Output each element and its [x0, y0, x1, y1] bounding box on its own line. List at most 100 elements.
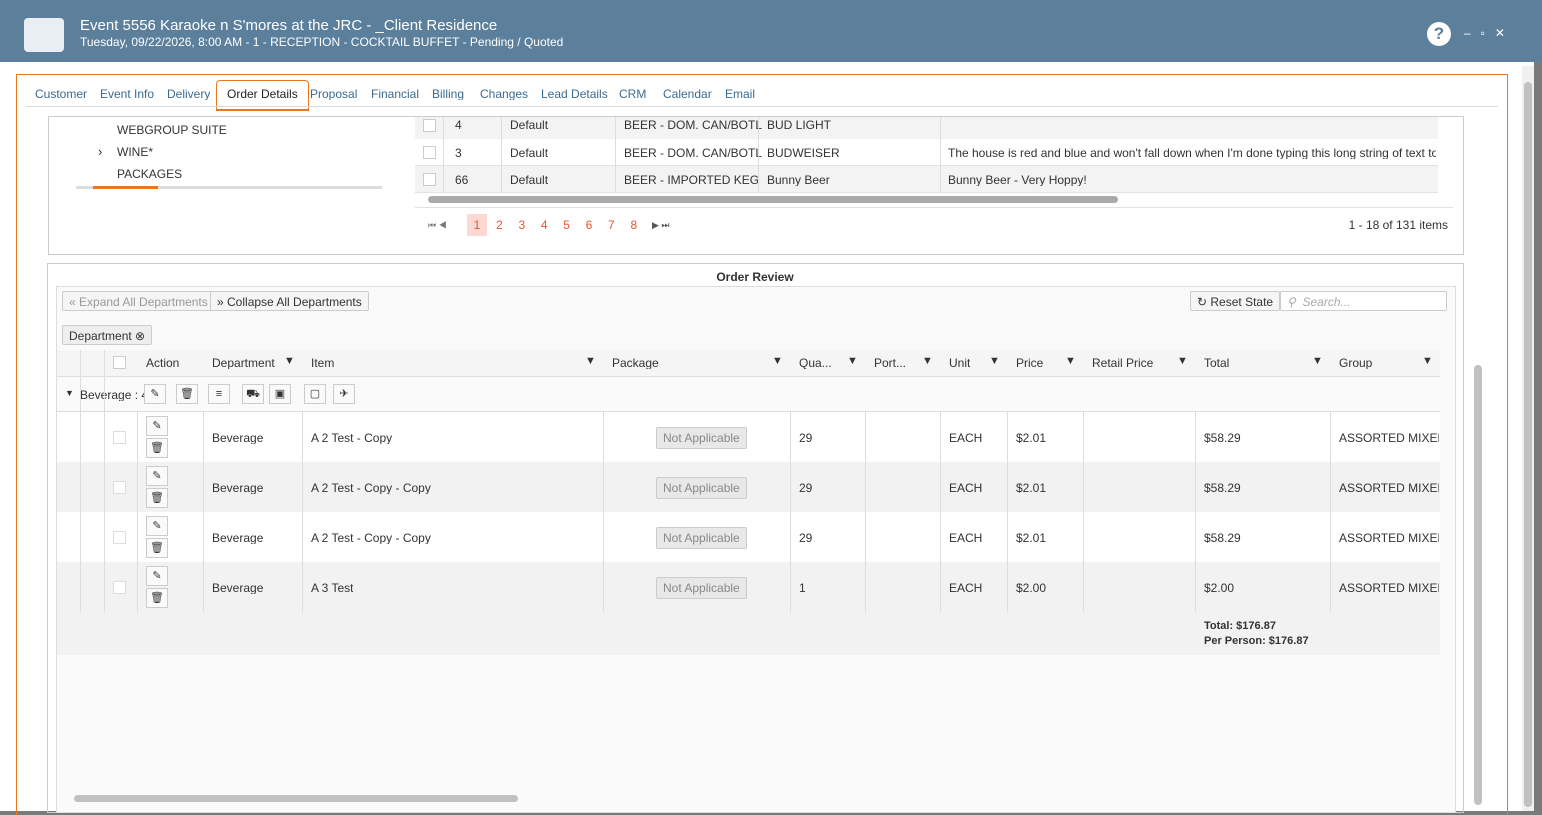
h-scrollbar — [74, 795, 518, 802]
group-action[interactable]: ▣ — [269, 384, 291, 404]
page-link[interactable]: 7 — [608, 218, 615, 232]
page-link[interactable]: 1 — [467, 214, 487, 236]
grid-cell: Default — [510, 174, 549, 186]
column-header[interactable]: Action — [146, 357, 180, 369]
delete-button[interactable]: 🗑 — [146, 438, 168, 458]
package-badge: Not Applicable — [656, 477, 747, 499]
column-header[interactable]: Qua... — [799, 357, 832, 369]
tab[interactable]: Order Details — [216, 80, 309, 111]
pager-nav[interactable]: ⏮ ◀ — [428, 221, 447, 230]
tab[interactable]: Calendar — [663, 88, 712, 100]
grid-cell: 66 — [455, 174, 469, 186]
column-header[interactable]: Group — [1339, 357, 1373, 369]
filter-icon[interactable]: ▼ — [922, 356, 933, 367]
row-checkbox[interactable] — [113, 481, 126, 494]
window-controls[interactable]: – ▫ ✕ — [1464, 26, 1505, 40]
delete-button[interactable]: 🗑 — [146, 538, 168, 558]
grid-cell: Default — [510, 119, 549, 131]
group-action[interactable]: ✈ — [333, 384, 355, 404]
column-header[interactable]: Department — [212, 357, 275, 369]
row-checkbox[interactable] — [113, 431, 126, 444]
tab[interactable]: Event Info — [100, 88, 155, 100]
col-line — [790, 412, 791, 612]
expand-all-button[interactable]: « Expand All Departments — [62, 291, 215, 311]
column-header[interactable]: Total — [1204, 357, 1230, 369]
expand-arrow[interactable]: › — [98, 145, 103, 158]
header-checkbox[interactable] — [113, 356, 126, 369]
group-action[interactable]: 🗑 — [176, 384, 198, 404]
group-action[interactable]: ⛟ — [242, 384, 264, 404]
row-checkbox[interactable] — [423, 119, 436, 132]
column-header[interactable]: Price — [1016, 357, 1044, 369]
column-header[interactable]: Item — [311, 357, 335, 369]
col-line — [443, 117, 444, 192]
tree-node[interactable]: WINE* — [117, 146, 153, 158]
filter-icon[interactable]: ▼ — [847, 356, 858, 367]
grid-cell: BEER - IMPORTED KEG — [624, 174, 760, 186]
tab[interactable]: CRM — [619, 88, 647, 100]
page-link[interactable]: 4 — [540, 218, 548, 232]
collapse-all-button[interactable]: » Collapse All Departments — [210, 291, 369, 311]
tab[interactable]: Lead Details — [541, 88, 608, 100]
edit-button[interactable]: ✎ — [146, 466, 168, 486]
group-action[interactable]: ≡ — [208, 384, 230, 404]
filter-icon[interactable]: ▼ — [772, 356, 783, 367]
col-line — [1083, 412, 1084, 612]
page-link[interactable]: 8 — [630, 218, 638, 232]
filter-icon[interactable]: ▼ — [989, 356, 1000, 367]
tree-node[interactable]: WEBGROUP SUITE — [117, 124, 227, 136]
tab[interactable]: Proposal — [310, 88, 358, 100]
edit-button[interactable]: ✎ — [146, 566, 168, 586]
tree-node[interactable]: PACKAGES — [117, 168, 183, 180]
column-header[interactable]: Port... — [874, 357, 907, 369]
column-header[interactable]: Package — [612, 357, 659, 369]
grid-cell: Bunny Beer - Very Hoppy! — [948, 174, 1087, 186]
expand-label: Expand All Departments — [79, 295, 208, 309]
filter-icon[interactable]: ▼ — [1177, 356, 1188, 367]
filter-icon[interactable]: ▼ — [1312, 356, 1323, 367]
group-toggle[interactable]: ▼ — [65, 389, 74, 398]
help-button[interactable]: ? — [1427, 22, 1451, 46]
filter-icon[interactable]: ▼ — [284, 356, 295, 367]
group-chip[interactable]: Department ⊗ — [62, 325, 153, 345]
group-action[interactable]: ▢ — [304, 384, 326, 404]
collapse-label: Collapse All Departments — [227, 295, 362, 309]
search-box[interactable]: ⚲ Search... — [1280, 291, 1447, 311]
package-badge: Not Applicable — [656, 427, 747, 449]
column-header[interactable]: Unit — [949, 357, 971, 369]
row-checkbox[interactable] — [113, 581, 126, 594]
page-link[interactable]: 3 — [518, 218, 526, 232]
grid-cell: BEER - DOM. CAN/BOTL — [624, 147, 763, 159]
table-cell: A 3 Test — [311, 582, 354, 594]
delete-button[interactable]: 🗑 — [146, 488, 168, 508]
page-link[interactable]: 2 — [496, 218, 503, 232]
grid-cell: BUDWEISER — [767, 147, 840, 159]
tab[interactable]: Financial — [371, 88, 420, 100]
table-cell: Beverage — [212, 532, 264, 544]
filter-icon[interactable]: ▼ — [1422, 356, 1433, 367]
edit-button[interactable]: ✎ — [146, 516, 168, 536]
table-cell: 29 — [799, 432, 813, 444]
tab-underline — [26, 106, 1498, 107]
row-checkbox[interactable] — [113, 531, 126, 544]
tab[interactable]: Delivery — [167, 88, 211, 100]
pager-nav[interactable]: ▶ ⏭ — [652, 221, 670, 230]
column-header[interactable]: Retail Price — [1092, 357, 1154, 369]
grid-cell: Bunny Beer — [767, 174, 830, 186]
event-title: Event 5556 Karaoke n S'mores at the JRC … — [80, 17, 498, 34]
tab[interactable]: Billing — [432, 88, 465, 100]
group-action[interactable]: ✎ — [144, 384, 166, 404]
tab[interactable]: Changes — [480, 88, 529, 100]
filter-icon[interactable]: ▼ — [1065, 356, 1076, 367]
row-checkbox[interactable] — [423, 146, 436, 159]
tab[interactable]: Email — [725, 88, 756, 100]
row-checkbox[interactable] — [423, 173, 436, 186]
edit-button[interactable]: ✎ — [146, 416, 168, 436]
tab[interactable]: Customer — [35, 88, 88, 100]
outer-scrollbar — [1522, 66, 1534, 811]
page-link[interactable]: 5 — [563, 218, 570, 232]
filter-icon[interactable]: ▼ — [585, 356, 596, 367]
page-link[interactable]: 6 — [585, 218, 593, 232]
delete-button[interactable]: 🗑 — [146, 588, 168, 608]
reset-state-button[interactable]: ↻ Reset State — [1190, 291, 1281, 311]
